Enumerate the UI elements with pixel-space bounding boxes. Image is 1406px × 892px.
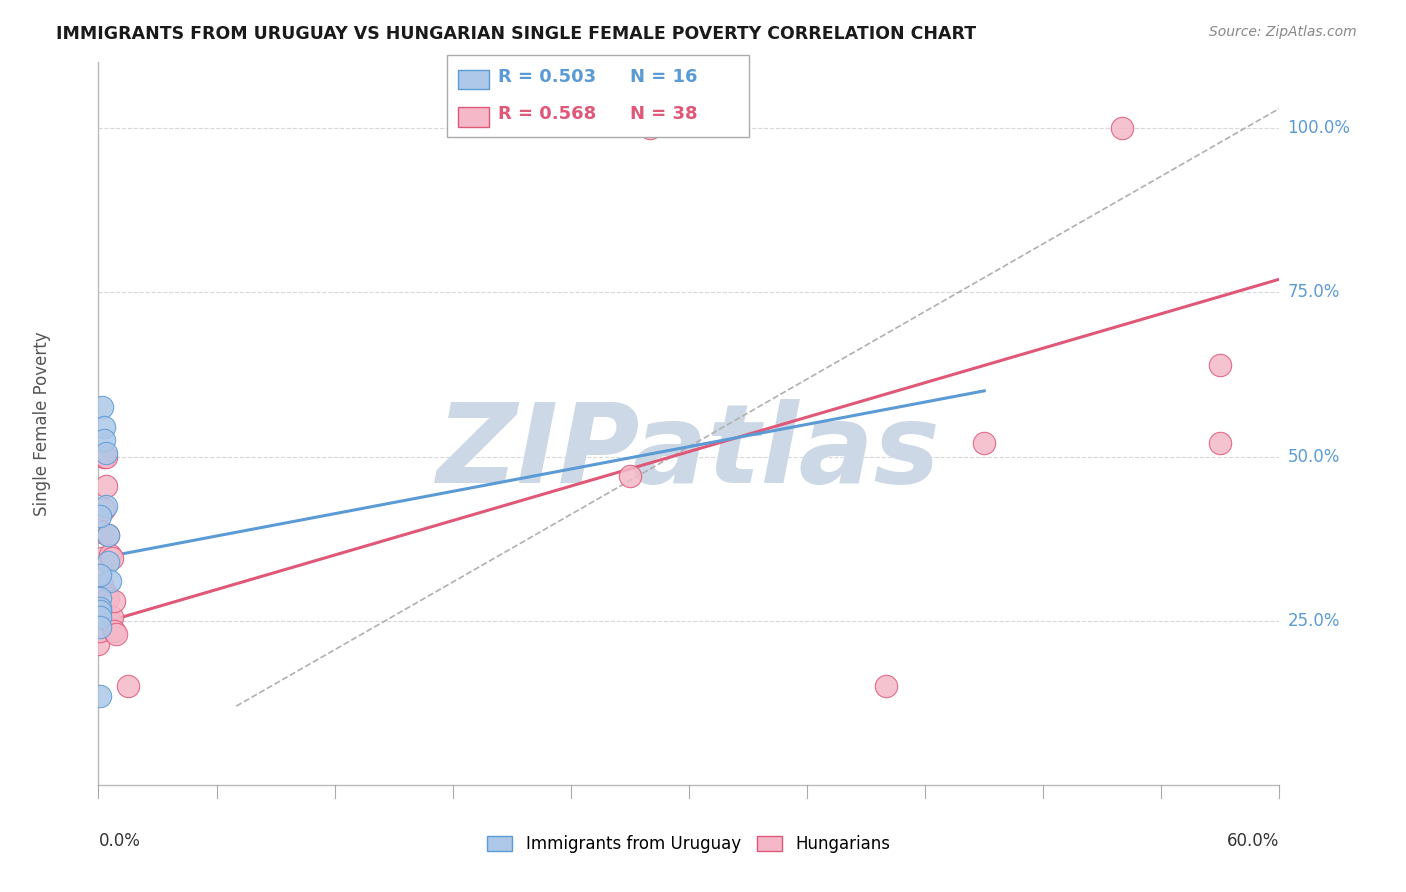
Point <box>101 610 124 624</box>
Point <box>103 594 125 608</box>
Text: IMMIGRANTS FROM URUGUAY VS HUNGARIAN SINGLE FEMALE POVERTY CORRELATION CHART: IMMIGRANTS FROM URUGUAY VS HUNGARIAN SIN… <box>56 25 976 43</box>
Point <box>103 624 125 638</box>
Point <box>93 420 115 434</box>
Point <box>97 528 120 542</box>
Point <box>96 450 118 464</box>
Point <box>101 551 124 566</box>
Point <box>1111 121 1133 136</box>
Point <box>875 680 897 694</box>
Text: 100.0%: 100.0% <box>1288 120 1350 137</box>
Point <box>96 446 118 460</box>
Point <box>89 604 111 618</box>
Point <box>93 502 115 516</box>
Text: 60.0%: 60.0% <box>1227 832 1279 850</box>
Point <box>98 548 121 562</box>
Point <box>93 450 115 464</box>
Point <box>1209 436 1232 450</box>
Text: 75.0%: 75.0% <box>1288 284 1340 301</box>
Point <box>91 610 114 624</box>
Text: N = 16: N = 16 <box>630 68 697 86</box>
Point <box>97 591 120 605</box>
Point <box>89 604 111 618</box>
Point <box>87 610 110 624</box>
Point <box>89 620 111 634</box>
Point <box>89 624 111 638</box>
Text: 50.0%: 50.0% <box>1288 448 1340 466</box>
Text: R = 0.568: R = 0.568 <box>498 105 596 123</box>
Point <box>98 574 121 589</box>
Point <box>89 610 111 624</box>
Text: 0.0%: 0.0% <box>98 832 141 850</box>
Text: ZIPatlas: ZIPatlas <box>437 399 941 506</box>
Point <box>87 604 110 618</box>
Point <box>87 617 110 632</box>
Point <box>96 587 118 601</box>
Point <box>89 508 111 523</box>
Point <box>97 555 120 569</box>
Point <box>1209 358 1232 372</box>
Point <box>117 680 139 694</box>
Point <box>87 598 110 612</box>
Legend: Immigrants from Uruguay, Hungarians: Immigrants from Uruguay, Hungarians <box>481 829 897 860</box>
Point <box>89 690 111 704</box>
Point <box>105 627 128 641</box>
Point <box>91 524 114 539</box>
Point <box>96 499 118 513</box>
Point <box>89 600 111 615</box>
Point <box>96 479 118 493</box>
Point <box>93 433 115 447</box>
Point <box>89 610 111 624</box>
Point <box>89 561 111 575</box>
Point <box>973 436 995 450</box>
Text: Source: ZipAtlas.com: Source: ZipAtlas.com <box>1209 25 1357 39</box>
Point <box>87 637 110 651</box>
Text: R = 0.503: R = 0.503 <box>498 68 596 86</box>
Point <box>619 469 641 483</box>
Point <box>89 591 111 605</box>
Point <box>89 567 111 582</box>
Point <box>91 401 114 415</box>
Point <box>91 551 114 566</box>
Text: 25.0%: 25.0% <box>1288 612 1340 630</box>
Point <box>91 577 114 591</box>
Point <box>98 614 121 628</box>
Point <box>638 121 661 136</box>
Point <box>89 591 111 605</box>
Point <box>97 528 120 542</box>
Point <box>87 587 110 601</box>
Text: Single Female Poverty: Single Female Poverty <box>32 332 51 516</box>
Point <box>91 600 114 615</box>
Text: N = 38: N = 38 <box>630 105 697 123</box>
